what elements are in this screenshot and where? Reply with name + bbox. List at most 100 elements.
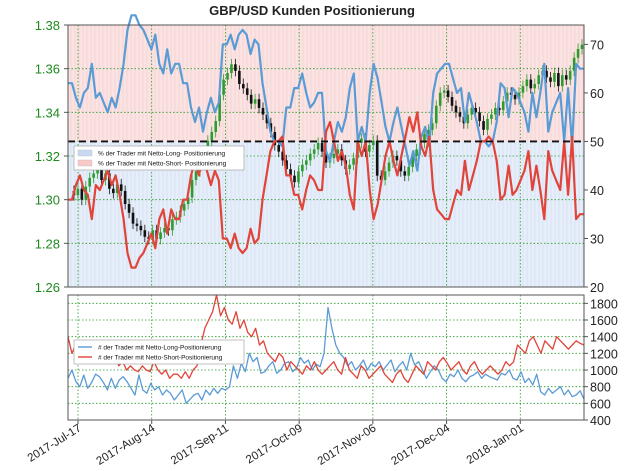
price-candle — [494, 107, 497, 115]
left-tick-label: 1.34 — [35, 105, 60, 120]
left-tick-label: 1.38 — [35, 18, 60, 33]
bottom-panel: 400 600 800 1000 1200 1400 1600 1800 # der Trade… — [67, 294, 618, 428]
price-candle — [253, 99, 257, 104]
right-tick-label: 30 — [590, 232, 604, 246]
left-tick-label: 1.26 — [35, 280, 60, 295]
x-tick-label: 2017-Dec-04 — [389, 422, 452, 468]
price-candle — [186, 197, 190, 205]
price-candle — [517, 92, 521, 100]
price-candle — [564, 75, 568, 80]
price-candle — [143, 230, 147, 237]
price-candle — [293, 175, 296, 183]
bottom-frame — [67, 294, 585, 421]
price-candle — [190, 180, 194, 198]
price-candle — [108, 173, 111, 189]
price-candle — [474, 107, 477, 113]
price-candle — [513, 94, 517, 100]
price-candle — [423, 134, 426, 143]
right-tick-label-bottom: 800 — [590, 381, 611, 395]
x-axis: 2017-Jul-17 2017-Aug-14 2017-Sep-11 2017-Oc… — [26, 420, 526, 468]
price-candle — [403, 171, 407, 176]
price-candle — [521, 86, 525, 93]
price-candle — [442, 90, 446, 93]
x-tick-label: 2018-Jan-01 — [465, 422, 526, 466]
price-candle — [76, 188, 80, 196]
price-candle — [214, 121, 218, 132]
price-candle — [336, 149, 340, 154]
price-candle — [210, 131, 214, 141]
price-candle — [407, 166, 411, 176]
top-legend-box — [73, 145, 245, 171]
price-candle — [127, 204, 131, 213]
price-candle — [415, 149, 418, 156]
price-candle — [163, 228, 166, 233]
x-tick-label: 2017-Sep-11 — [169, 422, 231, 467]
price-candle — [218, 94, 221, 122]
right-tick-label-bottom: 1800 — [590, 297, 618, 311]
price-candle — [352, 158, 355, 165]
price-candle — [273, 131, 277, 146]
price-candle — [92, 173, 95, 178]
price-candle — [182, 204, 186, 211]
short-percent-line — [68, 111, 584, 269]
price-candle — [576, 49, 580, 58]
top-legend-label: % der Trader mit Netto-Long- Positionier… — [98, 151, 226, 158]
right-tick-label: 70 — [590, 38, 604, 52]
price-candle — [383, 171, 387, 181]
price-candle — [501, 101, 505, 111]
right-tick-label: 50 — [590, 135, 604, 149]
price-candle — [561, 75, 564, 87]
price-candle — [395, 156, 399, 161]
price-candle — [375, 140, 379, 176]
top-legend-swatch — [77, 159, 93, 167]
price-candle — [438, 92, 442, 106]
price-candle — [387, 162, 391, 172]
price-candle — [139, 225, 143, 231]
price-candle — [553, 73, 556, 82]
price-candle — [340, 149, 344, 161]
bottom-legend-box — [73, 339, 245, 365]
short-shading — [68, 25, 584, 142]
price-candle — [194, 171, 198, 181]
price-candle — [482, 121, 485, 130]
price-candle — [230, 64, 233, 74]
long-percent-line — [68, 14, 584, 172]
left-tick-label: 1.28 — [35, 236, 60, 251]
price-candle — [88, 177, 91, 187]
bottom-legend: # der Trader mit Netto-Long-Positionieru… — [73, 339, 245, 365]
price-candle — [135, 223, 139, 226]
price-candle — [265, 114, 269, 124]
right-tick-label-bottom: 1200 — [590, 347, 618, 361]
price-candle — [257, 99, 261, 108]
price-candle — [557, 73, 560, 87]
price-candle — [360, 138, 363, 143]
price-candle — [427, 129, 430, 135]
price-candle — [497, 107, 501, 111]
right-tick-label: 60 — [590, 87, 604, 101]
price-candle — [281, 151, 284, 161]
price-candle — [434, 105, 438, 124]
top-panel: 1.26 1.28 1.30 1.32 1.34 1.36 1.38 20 30 40 50 60 70… — [35, 14, 604, 295]
short-count-line — [67, 294, 585, 384]
left-tick-label: 1.30 — [35, 193, 60, 208]
price-candle — [222, 79, 225, 95]
price-candle — [450, 97, 454, 106]
x-tick-label: 2017-Oct-09 — [244, 422, 305, 466]
bottom-legend-label: # der Trader mit Netto-Long-Positionieru… — [98, 345, 222, 352]
price-candle — [261, 107, 265, 115]
top-legend-swatch — [77, 149, 93, 157]
price-candle — [529, 79, 533, 89]
price-candle — [269, 123, 273, 132]
price-candle — [454, 105, 458, 113]
price-candle — [285, 160, 288, 170]
price-candle — [131, 212, 135, 224]
right-tick-label-bottom: 1000 — [590, 364, 618, 378]
price-candle — [119, 184, 123, 191]
price-candle — [458, 112, 462, 117]
price-candle — [368, 145, 371, 152]
price-candle — [226, 73, 229, 80]
price-candle — [545, 70, 548, 78]
price-candle — [249, 94, 253, 104]
price-candle — [572, 57, 576, 71]
